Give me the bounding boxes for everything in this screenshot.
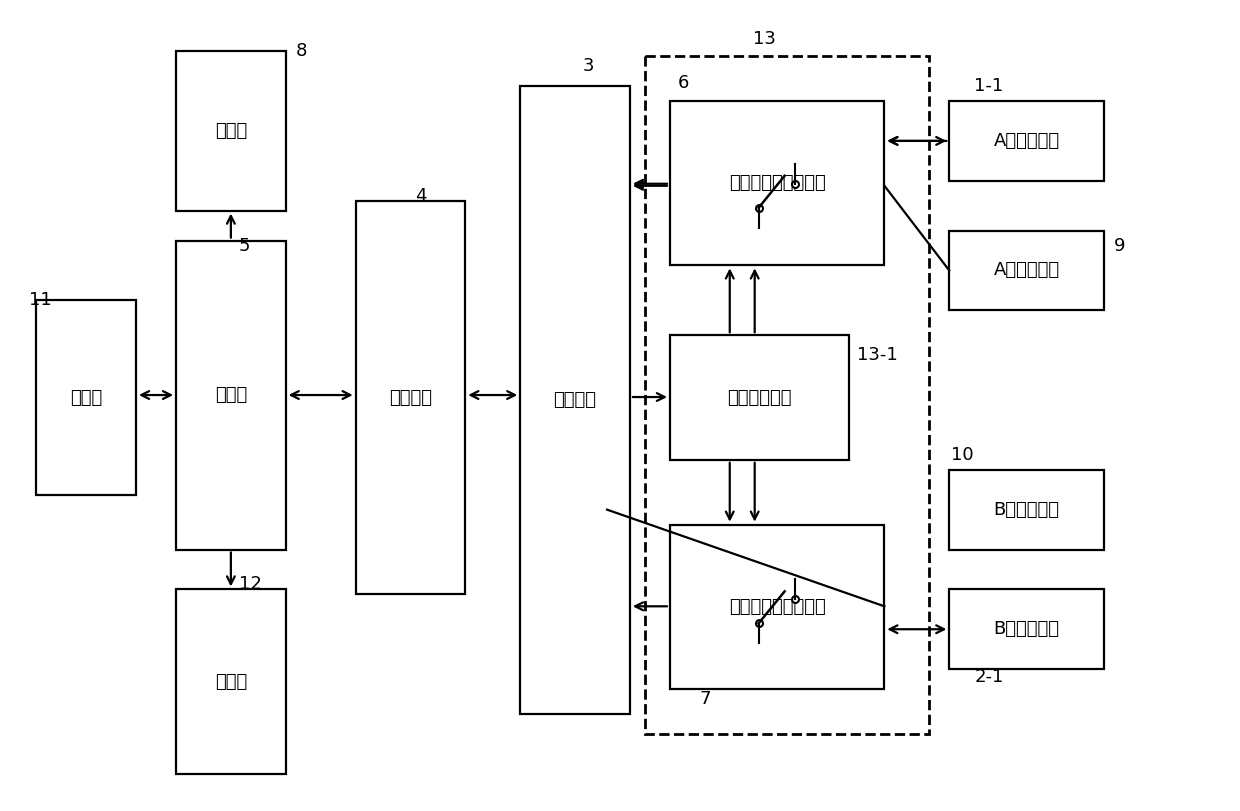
Text: B接线伪端子: B接线伪端子 (993, 500, 1060, 519)
Text: 3: 3 (583, 57, 595, 75)
Text: 13-1: 13-1 (858, 346, 898, 364)
Text: 第一采集控制继电器: 第一采集控制继电器 (729, 174, 826, 192)
Text: 13: 13 (753, 30, 776, 49)
Text: 11: 11 (30, 291, 52, 309)
Bar (521, 86, 630, 714)
Bar (176, 241, 285, 550)
Text: B接线真端子: B接线真端子 (993, 620, 1060, 638)
Text: 计算机: 计算机 (215, 386, 247, 404)
Text: 1-1: 1-1 (975, 77, 1003, 95)
Bar (950, 230, 1104, 311)
Bar (670, 101, 884, 265)
Text: 9: 9 (1114, 237, 1126, 255)
Bar (670, 335, 849, 460)
Text: 报警器: 报警器 (215, 122, 247, 140)
Text: 10: 10 (951, 446, 973, 464)
Text: A接线伪端子: A接线伪端子 (993, 261, 1060, 280)
Text: 第二采集控制继电器: 第二采集控制继电器 (729, 598, 826, 616)
Text: 存储器: 存储器 (71, 388, 103, 406)
Bar (670, 525, 884, 689)
Bar (950, 470, 1104, 550)
Text: 显示器: 显示器 (215, 672, 247, 690)
Text: 2-1: 2-1 (975, 668, 1003, 686)
Text: 4: 4 (415, 187, 427, 204)
Bar (950, 590, 1104, 669)
Text: 12: 12 (239, 575, 262, 594)
Text: 5: 5 (239, 237, 250, 255)
Bar (176, 590, 285, 774)
Text: 通信模块: 通信模块 (389, 388, 432, 406)
Bar (645, 56, 929, 734)
Text: 微处理器: 微处理器 (553, 391, 596, 409)
Text: 8: 8 (295, 42, 308, 60)
Bar (36, 300, 136, 495)
Text: 继电器驱动器: 继电器驱动器 (728, 388, 792, 406)
Bar (176, 51, 285, 211)
Text: 7: 7 (699, 690, 712, 708)
Bar (950, 101, 1104, 181)
Text: 6: 6 (678, 74, 689, 92)
Text: A接线真端子: A接线真端子 (993, 132, 1060, 150)
Bar (356, 200, 465, 594)
